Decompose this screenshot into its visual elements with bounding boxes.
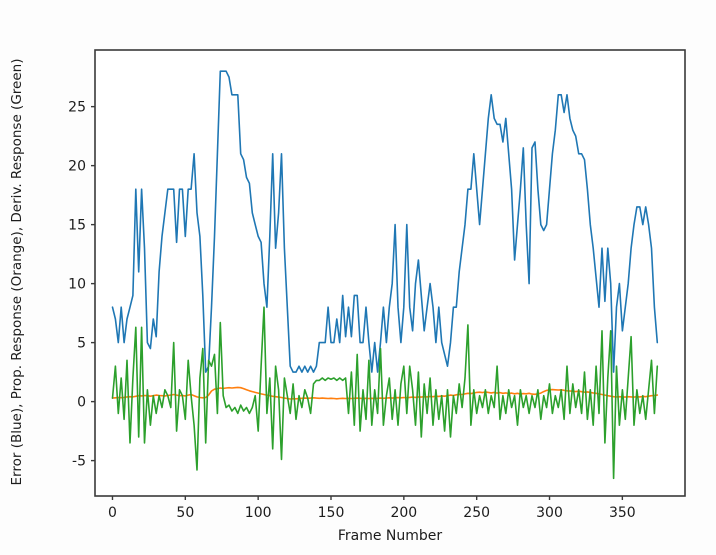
x-tick-label: 300 (536, 505, 563, 521)
y-tick-label: 10 (68, 277, 86, 293)
series-line-prop-response (111, 386, 659, 400)
series-line-deriv-response (111, 306, 659, 480)
x-tick-label: 50 (176, 505, 194, 521)
x-tick-label: 150 (318, 505, 345, 521)
axes-spines (94, 49, 686, 497)
series-line-error (111, 70, 659, 373)
x-tick-label: 100 (245, 505, 272, 521)
y-tick-label: -5 (72, 454, 86, 470)
x-tick-label: 0 (108, 505, 117, 521)
x-tick-label: 200 (390, 505, 417, 521)
y-tick-label: 20 (68, 159, 86, 175)
y-axis-label: Error (Blue), Prop. Response (Orange), D… (9, 58, 25, 486)
x-axis-label: Frame Number (337, 528, 443, 544)
x-tick-label: 250 (463, 505, 490, 521)
y-tick-label: 25 (68, 100, 86, 116)
y-tick-label: 0 (77, 395, 86, 411)
y-tick-label: 5 (77, 336, 86, 352)
y-tick-label: 15 (68, 218, 86, 234)
x-tick-label: 350 (609, 505, 636, 521)
plot-background (95, 50, 685, 496)
